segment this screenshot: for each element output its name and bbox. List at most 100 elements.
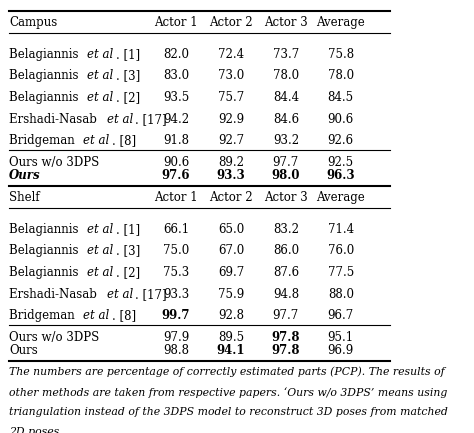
Text: 92.7: 92.7	[218, 134, 244, 148]
Text: 76.0: 76.0	[328, 244, 354, 257]
Text: et al: et al	[88, 69, 114, 83]
Text: et al: et al	[88, 223, 114, 236]
Text: Campus: Campus	[9, 16, 57, 29]
Text: 91.8: 91.8	[163, 134, 189, 148]
Text: 95.1: 95.1	[328, 331, 354, 344]
Text: 77.5: 77.5	[328, 266, 354, 279]
Text: et al: et al	[83, 309, 109, 322]
Text: 99.7: 99.7	[162, 309, 190, 322]
Text: 87.6: 87.6	[273, 266, 299, 279]
Text: 98.0: 98.0	[272, 168, 300, 181]
Text: 75.7: 75.7	[218, 91, 244, 104]
Text: . [2]: . [2]	[116, 266, 140, 279]
Text: 83.0: 83.0	[163, 69, 189, 83]
Text: Ershadi-Nasab: Ershadi-Nasab	[9, 113, 101, 126]
Text: 89.2: 89.2	[218, 156, 244, 169]
Text: Shelf: Shelf	[9, 191, 40, 204]
Text: Actor 2: Actor 2	[209, 191, 253, 204]
Text: 75.0: 75.0	[163, 244, 189, 257]
Text: . [8]: . [8]	[111, 309, 136, 322]
Text: 94.2: 94.2	[163, 113, 189, 126]
Text: 75.3: 75.3	[163, 266, 189, 279]
Text: 82.0: 82.0	[163, 48, 189, 61]
Text: Average: Average	[317, 191, 365, 204]
Text: . [8]: . [8]	[111, 134, 136, 148]
Text: 73.7: 73.7	[273, 48, 299, 61]
Text: Belagiannis: Belagiannis	[9, 69, 82, 83]
Text: 67.0: 67.0	[218, 244, 244, 257]
Text: other methods are taken from respective papers. ‘Ours w/o 3DPS’ means using: other methods are taken from respective …	[9, 387, 447, 397]
Text: Bridgeman: Bridgeman	[9, 309, 79, 322]
Text: 72.4: 72.4	[218, 48, 244, 61]
Text: Belagiannis: Belagiannis	[9, 244, 82, 257]
Text: 97.8: 97.8	[272, 343, 300, 356]
Text: 96.3: 96.3	[327, 168, 355, 181]
Text: 97.6: 97.6	[162, 168, 190, 181]
Text: et al: et al	[107, 288, 133, 301]
Text: 84.5: 84.5	[328, 91, 354, 104]
Text: 93.5: 93.5	[163, 91, 189, 104]
Text: 75.9: 75.9	[218, 288, 244, 301]
Text: Ours w/o 3DPS: Ours w/o 3DPS	[9, 331, 100, 344]
Text: . [3]: . [3]	[116, 244, 140, 257]
Text: Average: Average	[317, 16, 365, 29]
Text: et al: et al	[83, 134, 109, 148]
Text: Actor 2: Actor 2	[209, 16, 253, 29]
Text: 75.8: 75.8	[328, 48, 354, 61]
Text: 69.7: 69.7	[218, 266, 244, 279]
Text: 94.1: 94.1	[217, 343, 245, 356]
Text: 92.5: 92.5	[328, 156, 354, 169]
Text: 93.3: 93.3	[163, 288, 189, 301]
Text: 92.8: 92.8	[218, 309, 244, 322]
Text: 93.2: 93.2	[273, 134, 299, 148]
Text: 66.1: 66.1	[163, 223, 189, 236]
Text: 78.0: 78.0	[328, 69, 354, 83]
Text: Actor 3: Actor 3	[264, 191, 308, 204]
Text: et al: et al	[88, 266, 114, 279]
Text: 2D poses.: 2D poses.	[9, 427, 63, 433]
Text: 97.7: 97.7	[273, 156, 299, 169]
Text: . [17]: . [17]	[135, 113, 167, 126]
Text: 73.0: 73.0	[218, 69, 244, 83]
Text: 86.0: 86.0	[273, 244, 299, 257]
Text: 98.8: 98.8	[163, 343, 189, 356]
Text: 65.0: 65.0	[218, 223, 244, 236]
Text: 84.4: 84.4	[273, 91, 299, 104]
Text: The numbers are percentage of correctly estimated parts (PCP). The results of: The numbers are percentage of correctly …	[9, 367, 445, 377]
Text: 96.7: 96.7	[328, 309, 354, 322]
Text: Belagiannis: Belagiannis	[9, 91, 82, 104]
Text: 78.0: 78.0	[273, 69, 299, 83]
Text: 96.9: 96.9	[328, 343, 354, 356]
Text: . [1]: . [1]	[116, 223, 140, 236]
Text: 97.9: 97.9	[163, 331, 189, 344]
Text: Actor 1: Actor 1	[154, 16, 198, 29]
Text: Actor 1: Actor 1	[154, 191, 198, 204]
Text: Bridgeman: Bridgeman	[9, 134, 79, 148]
Text: 92.9: 92.9	[218, 113, 244, 126]
Text: Actor 3: Actor 3	[264, 16, 308, 29]
Text: 90.6: 90.6	[163, 156, 189, 169]
Text: . [2]: . [2]	[116, 91, 140, 104]
Text: Ours: Ours	[9, 343, 38, 356]
Text: . [3]: . [3]	[116, 69, 140, 83]
Text: 97.7: 97.7	[273, 309, 299, 322]
Text: Belagiannis: Belagiannis	[9, 266, 82, 279]
Text: Belagiannis: Belagiannis	[9, 223, 82, 236]
Text: 89.5: 89.5	[218, 331, 244, 344]
Text: Belagiannis: Belagiannis	[9, 48, 82, 61]
Text: 84.6: 84.6	[273, 113, 299, 126]
Text: et al: et al	[88, 244, 114, 257]
Text: 93.3: 93.3	[217, 168, 245, 181]
Text: Ours: Ours	[9, 168, 41, 181]
Text: 92.6: 92.6	[328, 134, 354, 148]
Text: 90.6: 90.6	[328, 113, 354, 126]
Text: 94.8: 94.8	[273, 288, 299, 301]
Text: triangulation instead of the 3DPS model to reconstruct 3D poses from matched: triangulation instead of the 3DPS model …	[9, 407, 448, 417]
Text: et al: et al	[107, 113, 133, 126]
Text: et al: et al	[88, 48, 114, 61]
Text: et al: et al	[88, 91, 114, 104]
Text: 97.8: 97.8	[272, 331, 300, 344]
Text: 71.4: 71.4	[328, 223, 354, 236]
Text: . [1]: . [1]	[116, 48, 140, 61]
Text: Ershadi-Nasab: Ershadi-Nasab	[9, 288, 101, 301]
